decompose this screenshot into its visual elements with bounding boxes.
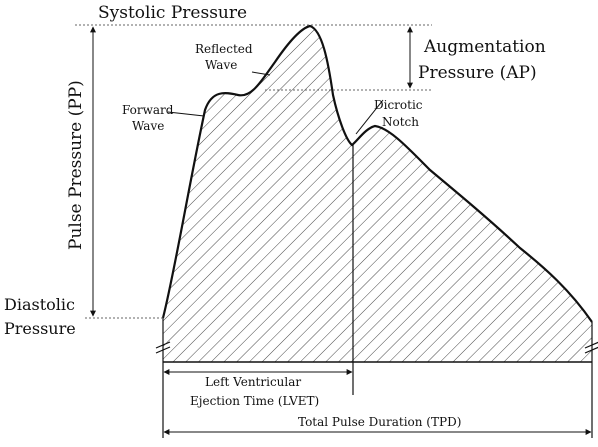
systolic-label: Systolic Pressure: [98, 3, 247, 23]
reflected-wave-pointer: [251, 71, 271, 76]
pulse-pressure-label: Pulse Pressure (PP): [66, 80, 86, 250]
diastolic-label-line1: Diastolic: [4, 295, 75, 314]
reflected-wave-label-line1: Reflected: [195, 42, 253, 56]
augmentation-label-line1: Augmentation: [423, 37, 546, 57]
diastolic-label-line2: Pressure: [4, 319, 76, 338]
forward-wave-label-line1: Forward: [122, 103, 174, 117]
left-break-mark: [155, 341, 171, 354]
dicrotic-notch-pointer: [355, 99, 384, 135]
waveform-area: [163, 26, 592, 362]
tpd-label: Total Pulse Duration (TPD): [298, 415, 461, 429]
dicrotic-notch-label-line1: Dicrotic: [374, 98, 423, 112]
forward-wave-label-line2: Wave: [132, 119, 164, 133]
lvet-label-line1: Left Ventricular: [205, 375, 301, 389]
reflected-wave-label-line2: Wave: [205, 58, 237, 72]
lvet-label-line2: Ejection Time (LVET): [190, 394, 319, 408]
right-break-mark: [584, 341, 598, 354]
dicrotic-notch-label-line2: Notch: [382, 115, 419, 129]
augmentation-label-line2: Pressure (AP): [418, 63, 537, 83]
pulse-waveform-curve: [161, 24, 593, 323]
forward-wave-pointer: [167, 111, 205, 117]
